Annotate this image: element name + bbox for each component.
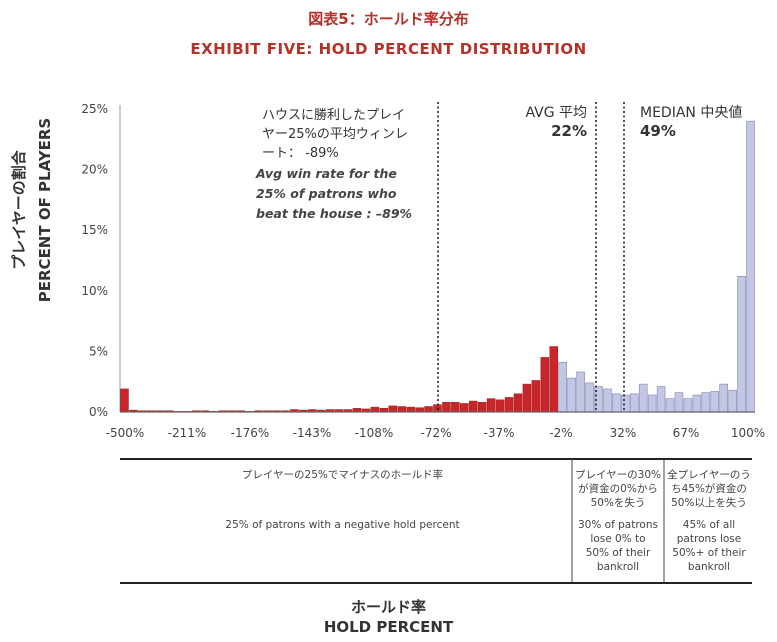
histogram-bar xyxy=(603,388,612,413)
histogram-bar xyxy=(531,380,541,413)
house-winners-ja-line3: ート： -89% xyxy=(262,146,339,161)
segment-mid-en-2: lose 0% to xyxy=(590,533,646,545)
histogram-bar xyxy=(442,402,451,413)
x-tick-label: -500% xyxy=(106,426,145,440)
house-winners-annotation-en: Avg win rate for the 25% of patrons who … xyxy=(256,164,412,224)
histogram-bar xyxy=(710,391,720,413)
histogram-bar xyxy=(504,397,514,413)
house-winners-en-line3: beat the house : –89% xyxy=(256,206,413,221)
histogram-bar xyxy=(120,388,129,413)
histogram-bar xyxy=(746,120,755,413)
histogram-bar xyxy=(701,392,711,413)
segment-right-ja-2: ち45%が資金の xyxy=(671,483,747,495)
histogram-bar xyxy=(647,394,657,413)
chart-title-en: EXHIBIT FIVE: HOLD PERCENT DISTRIBUTION xyxy=(190,40,587,58)
segment-mid-ja-1: プレイヤーの30% xyxy=(574,469,662,481)
segment-mid-en: 30% of patrons lose 0% to 50% of their b… xyxy=(572,518,664,574)
x-tick-label: -72% xyxy=(420,426,451,440)
histogram-bar xyxy=(549,346,559,413)
histogram-bar xyxy=(558,362,567,413)
segment-right-en-4: bankroll xyxy=(687,561,731,573)
segment-mid-en-4: bankroll xyxy=(596,561,640,573)
house-winners-en-line2: 25% of patrons who xyxy=(256,186,397,201)
histogram-bar xyxy=(388,405,398,413)
histogram-bar xyxy=(477,402,487,413)
y-tick-label: 10% xyxy=(81,284,108,298)
median-annotation: MEDIAN 中央値 49% xyxy=(640,104,742,140)
segment-mid-en-3: 50% of their xyxy=(585,547,651,559)
segment-right-ja-1: 全プレイヤーのう xyxy=(667,469,751,481)
segment-mid-ja-2: が資金の0%から xyxy=(578,483,658,495)
histogram-bar xyxy=(692,394,702,413)
histogram-bar xyxy=(638,383,648,413)
segment-mid-ja-3: 50%を失う xyxy=(590,497,646,509)
y-tick-label: 25% xyxy=(81,102,108,116)
histogram-bar xyxy=(585,382,594,413)
histogram-bar xyxy=(665,398,675,413)
x-tick-label: -143% xyxy=(293,426,332,440)
histogram-bar xyxy=(728,389,737,413)
histogram-bar xyxy=(406,406,415,413)
histogram-bar xyxy=(719,383,728,413)
segment-right-en-3: 50%+ of their xyxy=(672,547,746,559)
histogram-bar xyxy=(469,400,478,413)
histogram-bar xyxy=(656,386,666,413)
y-tick-label: 20% xyxy=(81,163,108,177)
histogram-bar xyxy=(522,383,532,413)
house-winners-ja-line1: ハウスに勝利したプレイ xyxy=(262,108,406,123)
house-winners-annotation-ja: ハウスに勝利したプレイ ヤー25%の平均ウィンレ ート： -89% xyxy=(262,106,408,163)
segment-right-en-1: 45% of all xyxy=(682,519,736,531)
x-tick-label: -108% xyxy=(355,426,394,440)
x-tick-label: -37% xyxy=(483,426,514,440)
histogram-bar xyxy=(567,377,576,413)
x-tick-label: -176% xyxy=(231,426,270,440)
x-tick-label: -2% xyxy=(549,426,572,440)
histogram-bar xyxy=(370,406,380,413)
histogram-bar xyxy=(621,394,630,413)
histogram-bar xyxy=(397,406,406,413)
histogram-bar xyxy=(612,393,621,413)
x-tick-label: -211% xyxy=(168,426,207,440)
y-tick-label: 15% xyxy=(81,223,108,237)
histogram-bar xyxy=(486,398,496,413)
x-tick-label: 32% xyxy=(610,426,637,440)
histogram-bar xyxy=(576,371,585,413)
x-tick-label: 67% xyxy=(673,426,700,440)
house-winners-ja-line2: ヤー25%の平均ウィンレ xyxy=(262,127,408,142)
histogram-bar xyxy=(460,403,469,413)
histogram-bar xyxy=(629,393,639,413)
house-winners-en-line1: Avg win rate for the xyxy=(256,166,397,181)
y-tick-label: 5% xyxy=(89,344,108,358)
x-axis-label-ja: ホールド率 xyxy=(350,598,426,616)
histogram-bar xyxy=(737,275,746,413)
avg-annotation: AVG 平均 22% xyxy=(515,104,587,140)
x-tick-label: 100% xyxy=(731,426,765,440)
segment-negative-en: 25% of patrons with a negative hold perc… xyxy=(225,519,460,531)
histogram-bar xyxy=(451,402,460,413)
segment-mid-en-1: 30% of patrons xyxy=(578,519,658,531)
y-tick-label: 0% xyxy=(89,405,108,419)
histogram-bar xyxy=(424,406,433,413)
histogram-bar xyxy=(415,407,424,413)
histogram-bar xyxy=(540,357,550,413)
segment-right-en: 45% of all patrons lose 50%+ of their ba… xyxy=(666,518,752,574)
histogram-bar xyxy=(513,393,523,413)
histogram-bar xyxy=(674,392,684,413)
segment-right-ja: 全プレイヤーのう ち45%が資金の 50%以上を失う xyxy=(666,468,752,510)
histogram-bar xyxy=(495,399,505,413)
median-label: MEDIAN 中央値 xyxy=(640,105,743,121)
x-axis-label-en: HOLD PERCENT xyxy=(323,618,454,636)
segment-negative-ja: プレイヤーの25%でマイナスのホールド率 xyxy=(241,469,444,481)
avg-label: AVG 平均 xyxy=(525,105,587,121)
segment-right-ja-3: 50%以上を失う xyxy=(671,497,747,509)
chart-title-ja: 図表5：ホールド率分布 xyxy=(308,10,469,28)
segment-mid-ja: プレイヤーの30% が資金の0%から 50%を失う xyxy=(572,468,664,510)
segment-right-en-2: patrons lose xyxy=(676,533,742,545)
avg-value: 22% xyxy=(551,122,587,140)
median-value: 49% xyxy=(640,122,676,140)
histogram-bar xyxy=(683,398,693,413)
